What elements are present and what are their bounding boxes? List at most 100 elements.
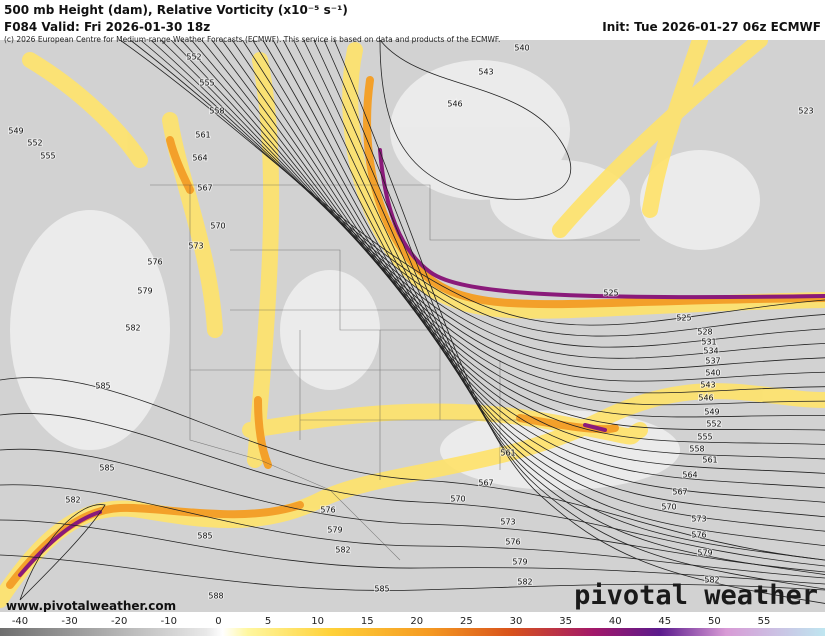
contour-label: 555 <box>199 79 214 88</box>
contour-label: 585 <box>95 382 110 391</box>
contour-label: 558 <box>689 445 704 454</box>
colorbar-tick-label: 30 <box>510 616 523 627</box>
contour-label: 573 <box>691 515 706 524</box>
vorticity-bands <box>0 32 825 608</box>
contour-label: 582 <box>335 546 350 555</box>
contour-label: 585 <box>197 532 212 541</box>
contour-label: 570 <box>661 503 676 512</box>
contour-line <box>191 39 825 406</box>
contour-line <box>0 448 825 573</box>
contour-label: 525 <box>676 314 691 323</box>
contour-label: 534 <box>703 347 718 356</box>
contour-line <box>180 39 825 394</box>
contour-label: 546 <box>698 394 713 403</box>
contour-label: 576 <box>147 258 162 267</box>
contour-label: 525 <box>603 289 618 298</box>
contour-line <box>140 39 825 348</box>
contour-label: 588 <box>208 592 223 601</box>
contour-line <box>252 39 825 489</box>
contour-label: 564 <box>192 154 207 163</box>
colorbar-ticks: -40 -30 -20 -10 0 5 10 15 20 25 30 35 40 45 50 55 <box>12 616 771 627</box>
contour-label: 543 <box>700 381 715 390</box>
contour-line <box>0 377 825 561</box>
colorbar-tick-label: 40 <box>609 616 622 627</box>
contour-label: 573 <box>188 242 203 251</box>
contour-label: 543 <box>478 68 493 77</box>
borders <box>150 184 640 561</box>
contour-label: 531 <box>701 338 716 347</box>
contour-label: 549 <box>704 408 719 417</box>
contour-line <box>150 39 825 359</box>
contour-label: 528 <box>697 328 712 337</box>
contour-line <box>170 39 825 382</box>
contour-label: 579 <box>137 287 152 296</box>
contour-line <box>262 39 825 503</box>
contour-line <box>0 413 825 567</box>
title: 500 mb Height (dam), Relative Vorticity … <box>4 3 348 17</box>
colorbar-tick-label: 50 <box>708 616 721 627</box>
contour-line <box>379 39 572 200</box>
contour-label: 576 <box>505 538 520 547</box>
contour-label: 552 <box>27 139 42 148</box>
contour-line <box>231 39 825 460</box>
contour-label: 579 <box>512 558 527 567</box>
contour-label: 567 <box>478 479 493 488</box>
contour-label: 582 <box>125 324 140 333</box>
contour-label: 576 <box>320 506 335 515</box>
contour-label: 567 <box>197 184 212 193</box>
contour-label: 537 <box>705 357 720 366</box>
contour-label: 523 <box>798 107 813 116</box>
contour-label: 585 <box>374 585 389 594</box>
contour-label: 570 <box>450 495 465 504</box>
contour-label: 570 <box>210 222 225 231</box>
contour-line <box>303 39 825 561</box>
contour-label: 558 <box>209 107 224 116</box>
contour-label: 576 <box>691 531 706 540</box>
colorbar-tick-label: -30 <box>61 616 77 627</box>
colorbar-tick-label: 10 <box>311 616 324 627</box>
contour-label: 561 <box>195 131 210 140</box>
contour-label: 561 <box>500 449 515 458</box>
contour-line <box>0 484 825 579</box>
header-background <box>0 0 825 40</box>
contour-label: 582 <box>704 576 719 585</box>
contour-line <box>282 39 825 532</box>
contour-label: 540 <box>705 369 720 378</box>
colorbar-tick-label: 5 <box>265 616 271 627</box>
colorbar-tick-label: -40 <box>12 616 28 627</box>
contour-label: 540 <box>514 44 529 53</box>
contour-label: 582 <box>65 496 80 505</box>
contour-label: 561 <box>702 456 717 465</box>
colorbar <box>0 628 825 636</box>
contour-line <box>333 39 825 604</box>
colorbar-tick-label: 20 <box>410 616 423 627</box>
contour-line <box>119 39 825 326</box>
contour-line <box>293 39 825 547</box>
colorbar-tick-label: -20 <box>111 616 127 627</box>
contour-label: 564 <box>682 471 697 480</box>
colorbar-tick-label: 35 <box>559 616 572 627</box>
colorbar-tick-label: -10 <box>161 616 177 627</box>
website: www.pivotalweather.com <box>6 599 176 613</box>
colorbar-tick-label: 45 <box>658 616 671 627</box>
contour-line <box>313 39 825 575</box>
contour-line <box>160 39 825 371</box>
contour-label: 582 <box>517 578 532 587</box>
contour-label: 546 <box>447 100 462 109</box>
contour-line <box>0 554 825 591</box>
contour-line <box>129 39 825 337</box>
colorbar-tick-label: 0 <box>215 616 221 627</box>
contour-line <box>19 504 106 601</box>
contour-line <box>272 39 825 518</box>
contour-label: 573 <box>500 518 515 527</box>
credit: (c) 2026 European Centre for Medium-rang… <box>4 35 500 44</box>
contour-label: 552 <box>706 420 721 429</box>
colorbar-tick-label: 25 <box>460 616 473 627</box>
contour-line <box>0 519 825 585</box>
contour-line <box>211 39 825 431</box>
contour-label: 579 <box>327 526 342 535</box>
contour-line <box>221 39 825 445</box>
contour-label: 585 <box>99 464 114 473</box>
logo: pivotal weather <box>574 580 818 611</box>
